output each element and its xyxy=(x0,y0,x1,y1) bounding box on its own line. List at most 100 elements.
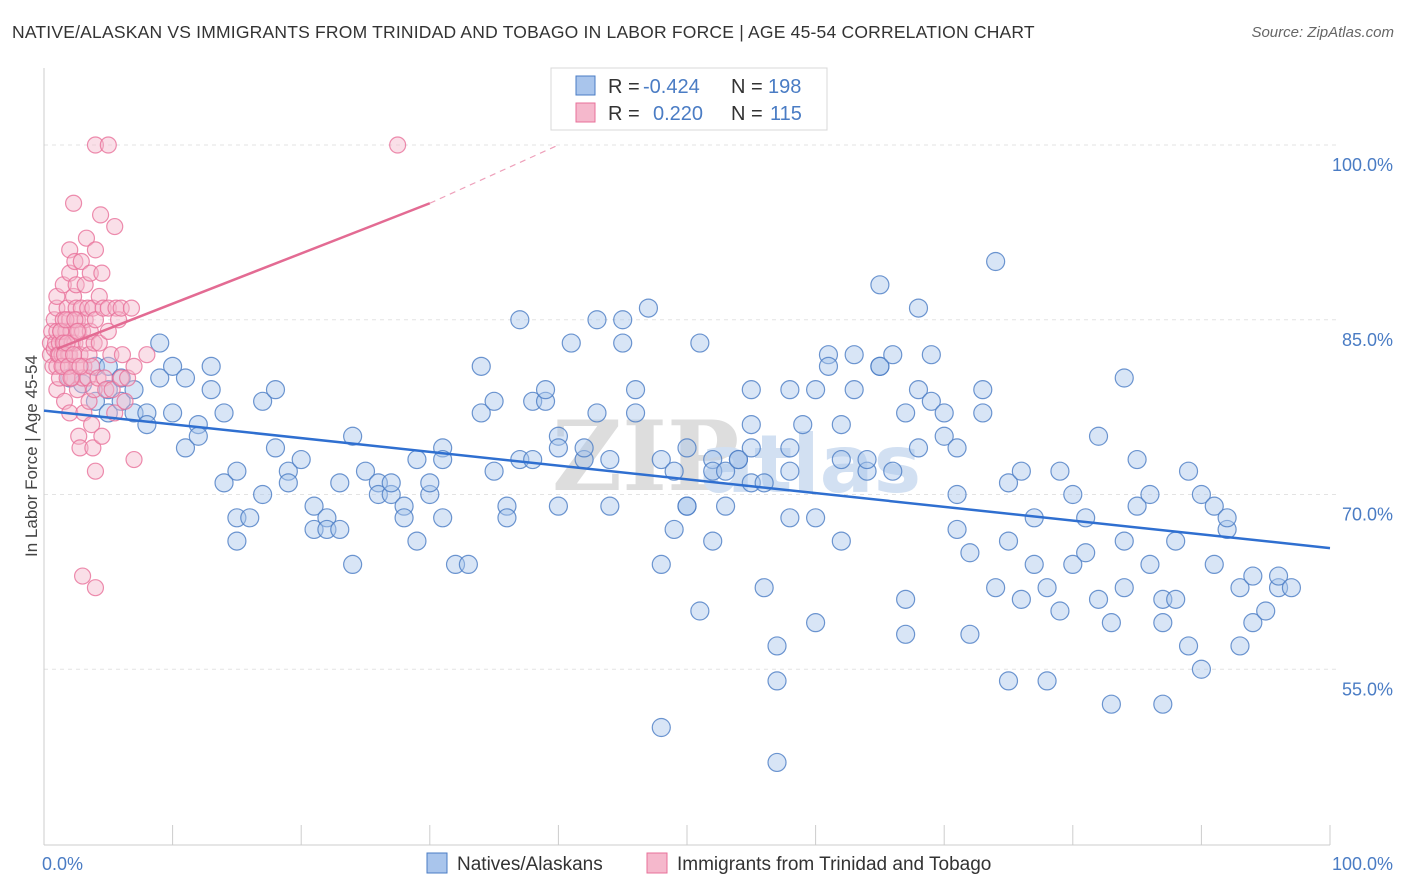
y-tick-label: 55.0% xyxy=(1342,679,1393,699)
data-point-natives xyxy=(896,624,916,644)
data-point-natives xyxy=(1204,496,1224,516)
data-point-natives xyxy=(1243,566,1263,586)
data-point-natives xyxy=(677,496,697,516)
data-point-natives xyxy=(214,473,234,493)
data-point-natives xyxy=(1063,484,1083,505)
data-point-natives xyxy=(433,508,453,528)
data-point-natives xyxy=(947,438,967,458)
data-point-trinidad xyxy=(66,252,84,271)
trend-line-trinidad xyxy=(56,202,431,351)
data-point-natives xyxy=(741,380,761,400)
data-point-trinidad xyxy=(71,357,89,375)
data-point-natives xyxy=(844,380,864,400)
data-point-natives xyxy=(1230,578,1250,598)
data-point-natives xyxy=(805,508,826,528)
data-point-natives xyxy=(188,426,208,446)
tick-labels: 100.0% 85.0% 70.0% 55.0% 0.0% 100.0% xyxy=(42,155,1393,874)
stats-swatch-blue xyxy=(575,75,596,96)
data-point-trinidad xyxy=(72,252,90,271)
legend-swatch-trinidad xyxy=(646,852,668,874)
data-point-natives xyxy=(420,473,440,493)
data-point-trinidad xyxy=(71,439,89,457)
data-point-natives xyxy=(394,508,414,528)
data-point-trinidad xyxy=(116,392,134,410)
data-point-natives xyxy=(433,449,453,470)
data-point-trinidad xyxy=(106,217,124,236)
data-point-natives xyxy=(510,310,530,330)
data-point-natives xyxy=(1217,508,1237,528)
data-point-natives xyxy=(831,449,851,470)
data-point-natives xyxy=(947,484,967,505)
data-point-natives xyxy=(484,461,504,481)
data-point-natives xyxy=(1114,578,1134,598)
trend-line-trinidad-extension xyxy=(429,144,559,204)
data-point-natives xyxy=(535,380,556,400)
data-point-natives xyxy=(651,717,671,738)
watermark-atlas: atlas xyxy=(700,418,921,511)
data-point-natives xyxy=(330,519,350,540)
data-point-natives xyxy=(896,589,916,609)
data-point-trinidad xyxy=(86,241,105,259)
data-point-natives xyxy=(998,531,1019,551)
data-point-trinidad xyxy=(86,579,105,597)
data-point-trinidad xyxy=(62,369,80,387)
data-point-natives xyxy=(703,531,723,551)
axes xyxy=(43,68,1331,846)
data-point-trinidad xyxy=(86,136,105,154)
data-point-natives xyxy=(201,380,221,400)
data-point-natives xyxy=(523,449,543,470)
data-point-natives xyxy=(625,380,646,400)
data-point-natives xyxy=(1191,659,1212,679)
data-point-natives xyxy=(137,415,157,435)
data-point-natives xyxy=(1140,554,1160,575)
data-point-natives xyxy=(1088,426,1109,446)
data-point-natives xyxy=(921,391,941,411)
data-point-natives xyxy=(831,415,851,435)
data-point-natives xyxy=(343,426,363,446)
data-point-natives xyxy=(253,484,273,505)
data-point-natives xyxy=(548,496,569,516)
legend: Natives/Alaskans Immigrants from Trinida… xyxy=(426,852,991,875)
data-point-natives xyxy=(998,671,1019,691)
data-point-natives xyxy=(1011,461,1031,481)
data-point-natives xyxy=(548,438,569,458)
data-point-natives xyxy=(407,531,427,551)
data-point-natives xyxy=(1050,461,1070,481)
data-point-natives xyxy=(1037,578,1057,598)
data-point-natives xyxy=(1127,449,1147,470)
watermark: ZIP atlas xyxy=(552,400,921,513)
data-point-natives xyxy=(934,403,954,423)
data-point-natives xyxy=(355,461,376,481)
data-point-natives xyxy=(1063,554,1083,575)
stats-n-value: 198 xyxy=(768,76,801,98)
y-tick-label: 85.0% xyxy=(1342,330,1393,350)
data-point-natives xyxy=(214,403,234,423)
data-point-natives xyxy=(600,496,620,516)
data-point-natives xyxy=(844,345,864,365)
data-point-natives xyxy=(1127,496,1147,516)
data-point-trinidad xyxy=(93,264,111,282)
data-point-natives xyxy=(947,519,967,540)
stats-r-label: R = xyxy=(608,103,640,125)
trend-lines xyxy=(43,144,1331,550)
data-point-natives xyxy=(780,380,800,400)
data-point-natives xyxy=(150,368,170,388)
data-point-natives xyxy=(163,356,183,376)
data-point-natives xyxy=(677,438,697,458)
data-point-natives xyxy=(1256,601,1276,621)
data-point-natives xyxy=(1088,589,1109,609)
data-point-natives xyxy=(728,449,749,470)
data-point-trinidad xyxy=(64,194,83,212)
data-point-natives xyxy=(497,508,517,528)
data-point-natives xyxy=(484,391,504,411)
data-point-natives xyxy=(1076,543,1096,563)
data-point-trinidad xyxy=(91,206,110,224)
data-point-natives xyxy=(587,310,607,330)
data-point-natives xyxy=(921,345,941,365)
data-point-natives xyxy=(741,415,761,435)
data-point-trinidad xyxy=(112,369,130,387)
data-point-natives xyxy=(587,403,607,423)
data-point-natives xyxy=(973,380,993,400)
data-point-natives xyxy=(330,473,350,493)
